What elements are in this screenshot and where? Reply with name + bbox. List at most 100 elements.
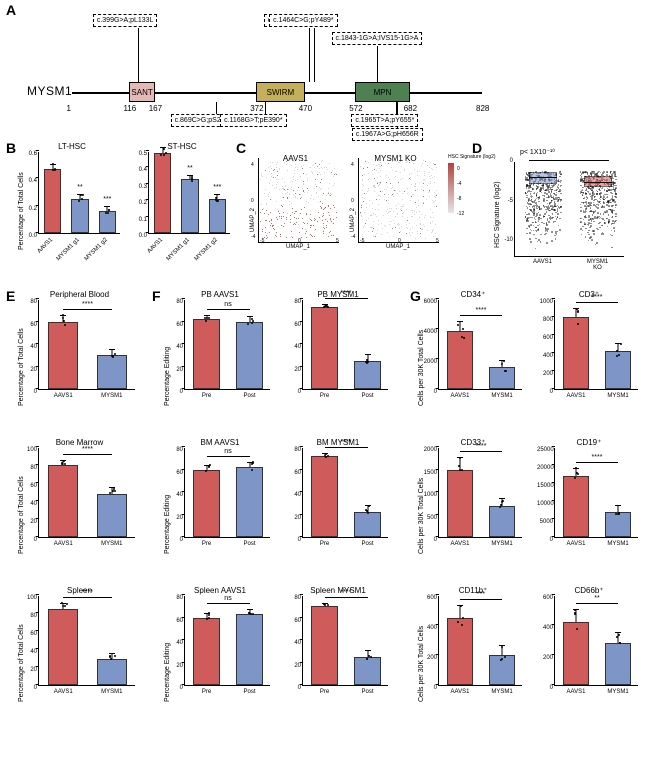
pvalue-label: p< 1X10⁻¹⁰ — [520, 148, 555, 156]
umap-0: AAVS1UMAP_2UMAP_1-5-40054 — [248, 154, 343, 249]
y-tick: 0.3 — [131, 184, 149, 190]
y-tick: 20 — [285, 367, 303, 373]
y-tick: 20000 — [537, 465, 555, 471]
y-tick: 80 — [167, 447, 185, 453]
y-tick: 0.4 — [131, 167, 149, 173]
y-tick: 20 — [167, 367, 185, 373]
domain-sant: SANT — [129, 82, 154, 102]
y-tick: 20 — [285, 515, 303, 521]
y-tick: 80 — [167, 595, 185, 601]
y-tick: 80 — [21, 613, 39, 619]
plot-area: 020406080PrePost**** — [302, 300, 388, 390]
y-tick: 40 — [21, 649, 39, 655]
y-tick: 60 — [21, 631, 39, 637]
y-tick: 400 — [537, 625, 555, 631]
y-tick: 20 — [167, 663, 185, 669]
bar — [311, 606, 338, 685]
x-tick-label: Post — [361, 541, 373, 547]
y-tick: 60 — [285, 322, 303, 328]
y-tick: 600 — [537, 595, 555, 601]
x-tick-label: MYSM1 g2 — [193, 237, 218, 262]
y-tick: 0.0 — [131, 233, 149, 239]
coord-label: 682 — [404, 104, 417, 113]
x-tick-label: MYSM1 — [491, 393, 512, 399]
bar — [236, 467, 263, 537]
y-tick: 80 — [167, 299, 185, 305]
y-tick: 0 — [537, 537, 555, 543]
plot-area: 0.00.10.20.30.40.5AAVS1MYSM1 g1MYSM1 g2*… — [148, 152, 230, 234]
y-tick: 2000 — [421, 447, 439, 453]
y-tick: 600 — [421, 595, 439, 601]
y-tick: 600 — [537, 335, 555, 341]
coord-label: 116 — [123, 104, 136, 113]
bar — [154, 153, 171, 233]
y-tick: 0.0 — [21, 233, 39, 239]
x-tick-label: Post — [243, 541, 255, 547]
x-tick-label: Post — [361, 689, 373, 695]
y-tick: 80 — [21, 299, 39, 305]
panel-c: AAVS1UMAP_2UMAP_1-5-40054MYSM1 KOUMAP_2U… — [248, 148, 463, 268]
x-tick-label: MYSM1 — [101, 393, 122, 399]
y-tick: 60 — [167, 618, 185, 624]
x-tick-label: MYSM1 — [491, 541, 512, 547]
mutation-label: c.1464C>G;pY489* — [269, 14, 338, 27]
panel-g-chart-5: CD66b⁺0200400600AAVS1MYSM1** — [538, 596, 640, 704]
x-tick-label: AAVS1 — [451, 689, 470, 695]
panel-label-e: E — [6, 288, 15, 304]
panel-f-chart-0-1: PB MYSM1020406080PrePost**** — [286, 300, 390, 408]
bar — [48, 609, 78, 686]
coord-label: 828 — [476, 104, 489, 113]
bar — [563, 622, 589, 685]
y-tick: 200 — [421, 655, 439, 661]
plot-area: 0200400600AAVS1MYSM1*** — [438, 596, 522, 686]
y-tick: 0 — [21, 685, 39, 691]
plot-area: 020406080AAVS1MYSM1**** — [38, 300, 135, 390]
y-tick: 0 — [285, 537, 303, 543]
bar — [447, 618, 473, 686]
mutation-label: c.399G>A;pL133L — [93, 14, 158, 27]
panel-b-chart-0: LT-HSCPercentage of Total Cells0.00.20.4… — [22, 152, 122, 252]
y-tick: 0 — [167, 537, 185, 543]
y-tick: 40 — [167, 344, 185, 350]
domain-mpn: MPN — [355, 82, 409, 102]
y-tick: 0 — [421, 537, 439, 543]
bar — [193, 470, 220, 538]
plot-area: 020406080PrePostns — [184, 596, 270, 686]
plot-area: 0200400600AAVS1MYSM1** — [554, 596, 638, 686]
chart-title: Spleen — [22, 586, 137, 595]
x-tick-label: MYSM1 — [607, 541, 628, 547]
bar — [236, 322, 263, 390]
panel-e-chart-2: SpleenPercentage of Total Cells020406080… — [22, 596, 137, 704]
panel-g-chart-1: CD3⁺02004006008001000AAVS1MYSM1**** — [538, 300, 640, 408]
bar — [44, 169, 61, 233]
y-axis-label: Percentage Editing — [164, 347, 171, 406]
bar — [489, 506, 515, 538]
x-tick-label: MYSM1 g1 — [56, 237, 81, 262]
x-tick-label: MYSM1 g1 — [166, 237, 191, 262]
y-tick: 0 — [421, 685, 439, 691]
y-tick: 25000 — [537, 447, 555, 453]
y-tick: 200 — [537, 655, 555, 661]
bar — [354, 512, 381, 537]
panel-g-chart-0: CD34⁺Cells per 30K Total Cells0200040006… — [422, 300, 524, 408]
y-tick: 0 — [421, 389, 439, 395]
y-tick: 0 — [21, 537, 39, 543]
y-tick: 60 — [21, 322, 39, 328]
mutation-label: c.1965T>A;pY655* — [351, 114, 418, 127]
panel-f-chart-2-1: Spleen MYSM1020406080PrePost**** — [286, 596, 390, 704]
y-tick: 60 — [285, 618, 303, 624]
coord-label: 1 — [66, 104, 70, 113]
y-tick: 6000 — [421, 299, 439, 305]
y-tick: 0.5 — [131, 151, 149, 157]
y-tick: 40 — [21, 344, 39, 350]
x-tick-label: AAVS1 — [567, 393, 586, 399]
y-tick: 80 — [21, 465, 39, 471]
y-tick: 200 — [537, 371, 555, 377]
bar — [354, 361, 381, 389]
panel-label-g: G — [410, 288, 421, 304]
y-tick: 0 — [167, 685, 185, 691]
x-tick-label: AAVS1 — [54, 541, 73, 547]
panel-f-chart-0-0: PB AAVS1Percentage Editing020406080PrePo… — [168, 300, 272, 408]
mutation-label: c.1967A>G;pH656R — [352, 128, 423, 141]
y-tick: 60 — [21, 483, 39, 489]
